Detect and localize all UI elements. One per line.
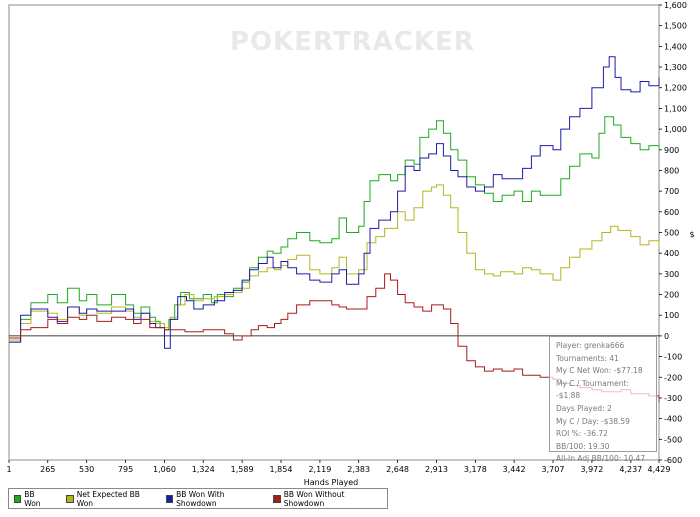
player-stats-box: Player: grenka666 Tournaments: 41 My C N… [549,336,657,463]
x-tick-label: 1,060 [153,465,176,474]
y-tick-label: 200 [664,291,679,300]
stat-net-won: My C Net Won: -$77.18 [556,366,643,376]
stat-per-tournament: My C / Tournament: -$1.88 [556,378,629,401]
y-tick-label: 900 [664,146,679,155]
series-line-1 [9,116,660,343]
legend-swatch-without-showdown [273,494,281,503]
x-tick-label: 3,972 [580,465,603,474]
x-tick-label: 2,119 [308,465,331,474]
y-tick-label: 800 [664,166,679,175]
stat-tournaments: Tournaments: 41 [556,353,619,363]
y-axis-title: $ [689,230,694,239]
y-tick-label: 500 [664,229,679,238]
stat-roi: ROI %: -36.72 [556,429,608,439]
x-tick-label: 1,324 [192,465,215,474]
stat-days-played: Days Played: 2 [556,403,612,413]
y-tick-label: -300 [664,394,682,403]
x-tick-label: 1,589 [231,465,254,474]
legend-label-bb-won: BB Won [24,489,41,508]
legend-item-net-expected[interactable]: Net Expected BB Won [66,490,148,508]
x-tick-label: 1 [6,465,11,474]
series-line-3 [9,56,660,349]
stat-per-day: My C / Day: -$38.59 [556,416,630,426]
legend-item-bb-won[interactable]: BB Won [14,490,49,508]
y-tick-label: 0 [664,332,669,341]
y-tick-label: 1,100 [664,104,687,113]
x-axis-title: Hands Played [304,478,358,487]
y-tick-label: 1,000 [664,125,687,134]
y-tick-label: 1,500 [664,22,687,31]
series-line-4 [9,273,660,403]
chart-legend: BB Won Net Expected BB Won BB Won With S… [8,488,388,509]
x-tick-label: 530 [79,465,94,474]
y-tick-label: 600 [664,208,679,217]
x-tick-label: 265 [40,465,55,474]
x-tick-label: 3,442 [503,465,526,474]
y-tick-label: -200 [664,373,682,382]
stat-allin-bb100: All-In Adj BB/100: 10.47 [556,454,646,464]
x-tick-label: 4,429 [648,465,671,474]
legend-swatch-with-showdown [165,494,174,503]
y-tick-label: 1,300 [664,63,687,72]
legend-label-without-showdown: BB Won Without Showdown [283,489,345,508]
x-tick-label: 4,237 [619,465,642,474]
y-tick-label: -500 [664,435,682,444]
x-tick-label: 2,648 [386,465,409,474]
x-tick-label: 2,383 [347,465,370,474]
x-tick-label: 1,854 [270,465,293,474]
legend-item-with-showdown[interactable]: BB Won With Showdown [165,489,257,508]
y-tick-label: 1,600 [664,1,687,10]
y-tick-label: 100 [664,311,679,320]
y-tick-label: -600 [664,456,682,465]
x-tick-label: 795 [118,465,133,474]
legend-swatch-net-expected [66,494,74,503]
legend-label-with-showdown: BB Won With Showdown [176,489,225,508]
x-tick-label: 3,178 [464,465,487,474]
y-tick-label: 1,200 [664,84,687,93]
legend-label-net-expected: Net Expected BB Won [76,489,140,508]
y-tick-label: 300 [664,270,679,279]
x-tick-label: 3,707 [542,465,565,474]
y-tick-label: 400 [664,249,679,258]
y-tick-label: 1,400 [664,42,687,51]
legend-swatch-bb-won [14,494,22,503]
legend-item-without-showdown[interactable]: BB Won Without Showdown [273,490,375,508]
stat-player: Player: grenka666 [556,341,625,350]
stat-bb100: BB/100: 19.30 [556,441,610,451]
watermark-text: POKERTRACKER [230,27,475,57]
y-tick-label: 700 [664,187,679,196]
x-tick-label: 2,913 [425,465,448,474]
y-tick-label: -100 [664,353,682,362]
y-tick-label: -400 [664,415,682,424]
